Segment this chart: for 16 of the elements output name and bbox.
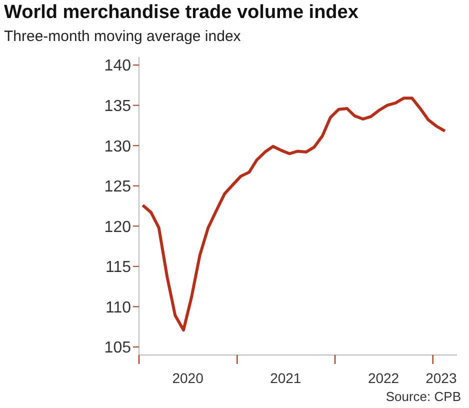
x-tick-label: 2020: [172, 370, 204, 386]
y-tick-label: 105: [104, 340, 132, 357]
chart-subtitle: Three-month moving average index: [4, 28, 241, 45]
y-tick-label: 110: [105, 299, 132, 316]
x-tick-label: 2022: [368, 370, 400, 386]
y-tick-label: 115: [105, 259, 132, 276]
x-tick-label: 2023: [426, 370, 457, 386]
source-note: Source: CPB: [386, 389, 461, 404]
y-tick-label: 140: [104, 58, 132, 75]
chart-title: World merchandise trade volume index: [4, 2, 358, 24]
y-tick-label: 135: [104, 98, 132, 116]
x-tick-label: 2021: [270, 370, 302, 386]
y-tick-label: 120: [104, 218, 132, 236]
y-tick-label: 125: [104, 178, 132, 196]
y-tick-label: 130: [104, 138, 132, 156]
line-series: [141, 96, 446, 332]
